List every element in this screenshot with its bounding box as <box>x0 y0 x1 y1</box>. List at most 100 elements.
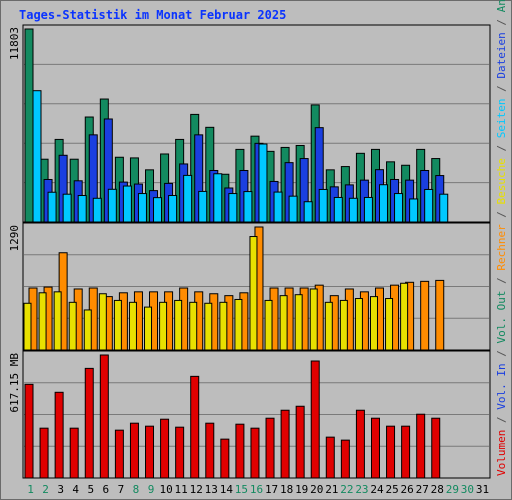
bar-rechner-day-28 <box>435 279 445 351</box>
bar-volumen-day-1 <box>24 383 34 479</box>
bar-besuche-day-2 <box>38 292 47 351</box>
bar-besuche-day-7 <box>113 299 122 351</box>
bar-volumen-day-8 <box>129 422 139 479</box>
bar-volumen-day-7 <box>114 429 124 479</box>
bar-volumen-day-3 <box>54 391 64 479</box>
bar-besuche-day-18 <box>279 295 288 351</box>
bar-besuche-day-14 <box>219 301 228 351</box>
bar-seiten-day-13 <box>213 173 223 223</box>
legend-entry: Dateien <box>495 32 508 78</box>
bar-besuche-day-1 <box>23 302 32 351</box>
legend-entry: / <box>495 12 508 32</box>
bar-besuche-day-12 <box>189 301 198 351</box>
bar-volumen-day-17 <box>265 417 275 479</box>
bar-seiten-day-21 <box>333 196 343 223</box>
y-max-label: 1290 <box>8 225 21 252</box>
x-tick-label: 28 <box>431 483 444 496</box>
bar-volumen-day-10 <box>160 418 170 479</box>
legend-entry: Rechner <box>495 224 508 271</box>
bar-seiten-day-14 <box>228 193 238 223</box>
x-tick-label: 25 <box>385 483 398 496</box>
bar-seiten-day-23 <box>363 196 373 223</box>
bar-seiten-day-8 <box>137 193 147 223</box>
bar-seiten-day-9 <box>153 197 163 223</box>
bar-besuche-day-23 <box>354 298 363 351</box>
bar-besuche-day-20 <box>309 288 318 351</box>
bar-volumen-day-23 <box>355 409 365 479</box>
x-tick-label: 27 <box>416 483 429 496</box>
bar-seiten-day-3 <box>62 193 72 223</box>
legend-entry: Anfragen <box>495 0 508 12</box>
x-tick-label: 3 <box>57 483 64 496</box>
bar-volumen-day-14 <box>220 438 230 479</box>
x-tick-label: 15 <box>235 483 248 496</box>
bar-besuche-day-16 <box>249 236 258 351</box>
legend-entry: Vol. Out <box>495 291 508 344</box>
x-tick-label: 11 <box>175 483 188 496</box>
bar-volumen-day-2 <box>39 427 49 479</box>
x-tick-label: 17 <box>265 483 278 496</box>
legend-entry: Vol. In <box>495 363 508 409</box>
bar-seiten-day-25 <box>394 193 404 223</box>
bar-seiten-day-17 <box>273 191 283 223</box>
bar-seiten-day-11 <box>183 174 193 223</box>
bar-anfragen-day-1 <box>24 28 34 223</box>
legend-entry: / <box>495 138 508 158</box>
bar-volumen-day-11 <box>175 426 185 479</box>
bar-besuche-day-5 <box>83 309 92 351</box>
bar-seiten-day-22 <box>348 197 358 223</box>
bar-seiten-day-19 <box>303 201 313 223</box>
x-tick-label: 1 <box>27 483 34 496</box>
chart-title: Tages-Statistik im Monat Februar 2025 <box>19 8 287 22</box>
bar-besuche-day-25 <box>385 298 394 351</box>
bar-volumen-day-22 <box>340 439 350 479</box>
bar-volumen-day-18 <box>280 409 290 479</box>
x-tick-label: 24 <box>370 483 384 496</box>
bar-seiten-day-7 <box>122 185 132 223</box>
bar-seiten-day-5 <box>92 197 102 223</box>
bar-rechner-day-27 <box>420 280 430 351</box>
bar-volumen-day-13 <box>205 422 215 479</box>
legend-entry: / <box>495 79 508 99</box>
x-tick-label: 19 <box>295 483 308 496</box>
x-tick-label: 26 <box>401 483 414 496</box>
bar-besuche-day-6 <box>98 293 107 351</box>
bar-seiten-day-16 <box>258 143 268 223</box>
bar-besuche-day-15 <box>234 298 243 351</box>
x-tick-label: 13 <box>205 483 218 496</box>
bar-besuche-day-21 <box>324 301 333 351</box>
right-legend: Volumen / Vol. In / Vol. Out / Rechner /… <box>495 0 508 476</box>
bar-seiten-day-27 <box>424 188 434 223</box>
x-tick-label: 31 <box>476 483 489 496</box>
legend-entry: Seiten <box>495 98 508 138</box>
bar-besuche-day-22 <box>339 299 348 351</box>
bar-volumen-day-27 <box>416 413 426 479</box>
bar-besuche-day-24 <box>369 296 378 351</box>
x-tick-label: 14 <box>220 483 234 496</box>
bar-seiten-day-1 <box>32 90 42 223</box>
legend-entry: Volumen <box>495 430 508 476</box>
bar-besuche-day-9 <box>144 306 153 351</box>
legend-entry: / <box>495 204 508 224</box>
bar-seiten-day-2 <box>47 191 57 223</box>
x-tick-label: 8 <box>133 483 140 496</box>
bar-volumen-day-6 <box>99 354 109 479</box>
bar-seiten-day-26 <box>409 198 419 223</box>
bar-besuche-day-11 <box>174 299 183 351</box>
legend-entry: / <box>495 410 508 430</box>
x-tick-label: 2 <box>42 483 49 496</box>
bar-seiten-day-12 <box>198 190 208 223</box>
bar-volumen-day-26 <box>401 425 411 479</box>
bar-seiten-day-24 <box>378 184 388 223</box>
bar-besuche-day-10 <box>159 301 168 351</box>
bar-volumen-day-5 <box>84 367 94 479</box>
x-tick-label: 30 <box>461 483 474 496</box>
legend-entry: / <box>495 344 508 364</box>
y-max-label: 11803 <box>8 27 21 60</box>
bar-besuche-day-13 <box>204 302 213 351</box>
legend-entry: Besuche <box>495 158 508 204</box>
bar-volumen-day-28 <box>431 417 441 479</box>
x-tick-label: 23 <box>355 483 368 496</box>
bar-besuche-day-4 <box>68 301 77 351</box>
bar-volumen-day-19 <box>295 405 305 479</box>
